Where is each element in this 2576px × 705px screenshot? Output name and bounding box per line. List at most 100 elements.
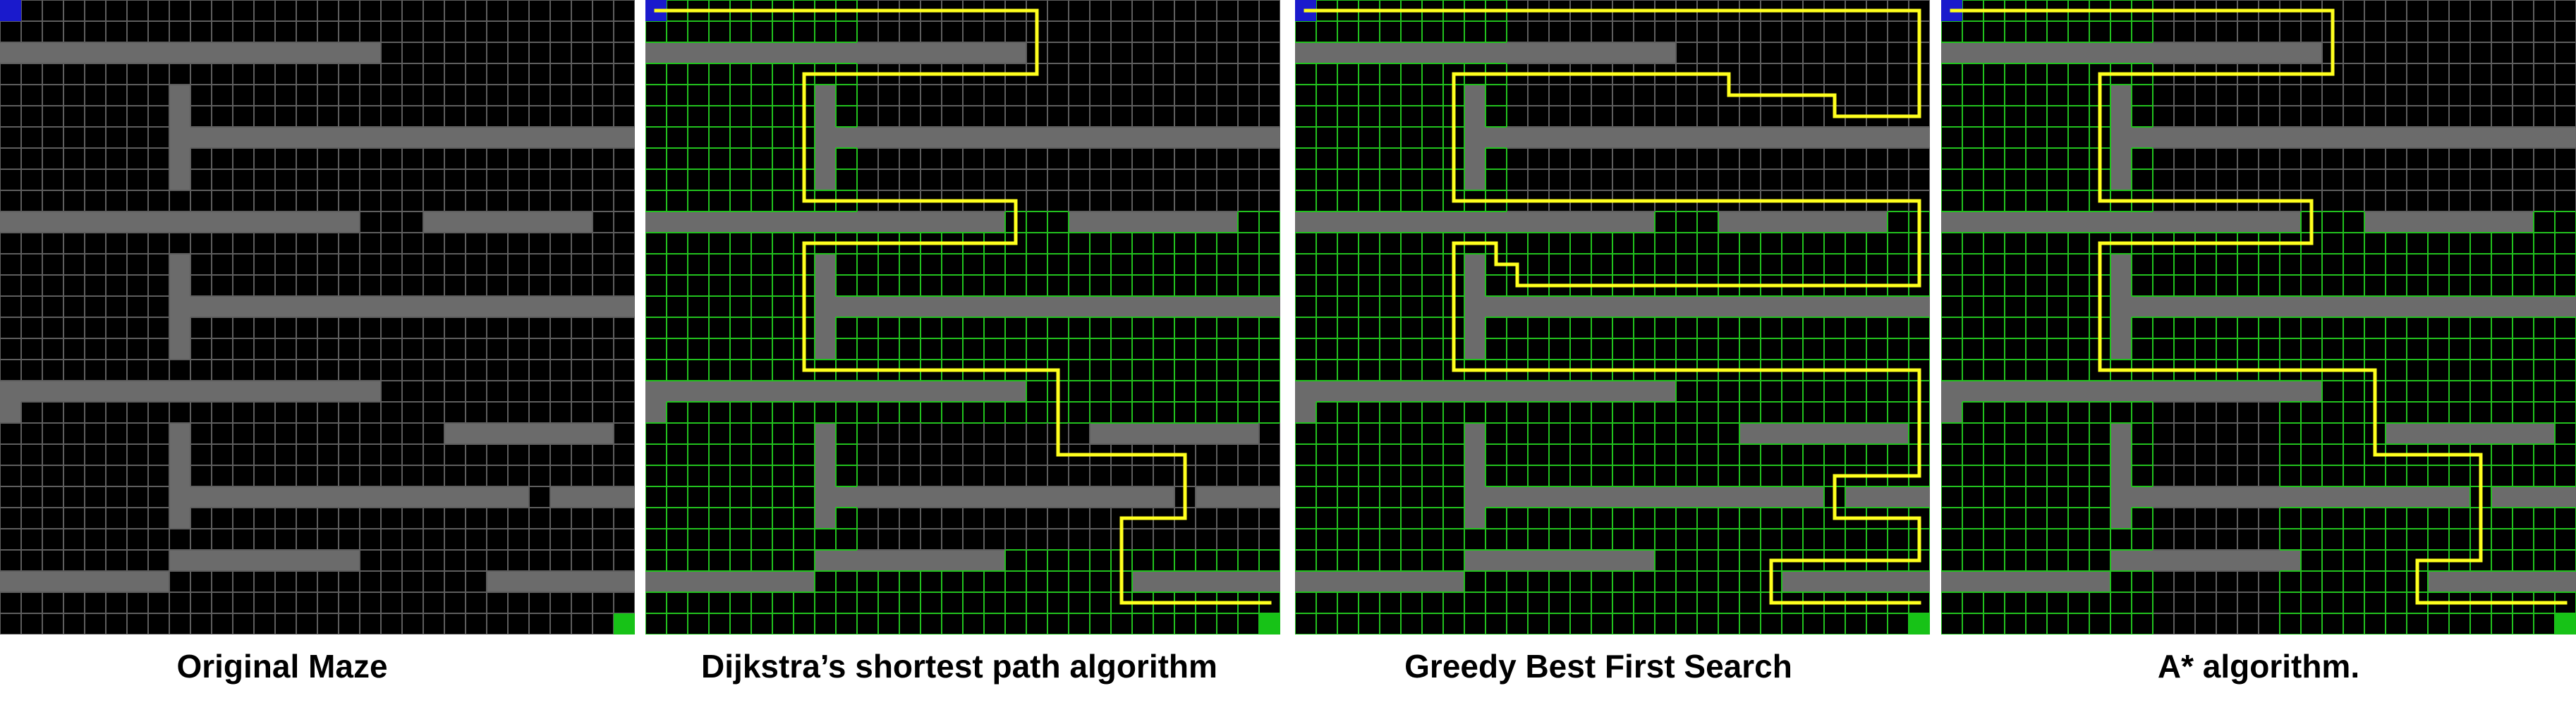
wall-cell [815,212,837,233]
wall-cell [360,486,382,508]
wall-cell [1196,212,1217,233]
wall-cell [921,296,942,318]
wall-cell [815,423,837,445]
wall-cell [899,381,921,403]
wall-cell [1259,571,1280,593]
wall-cell [1676,296,1698,318]
wall-cell [1612,381,1634,403]
wall-cell [1005,42,1027,64]
wall-cell [1047,296,1069,318]
wall-cell [815,317,837,339]
wall-cell [836,296,858,318]
wall-cell [1111,296,1133,318]
wall-cell [1718,486,1740,508]
maze-grid-original [0,0,635,634]
wall-cell [730,571,752,593]
wall-cell [339,42,360,64]
wall-cell [1174,127,1196,149]
wall-cell [1464,317,1486,339]
wall-cell [1612,296,1634,318]
wall-cell [1486,42,1507,64]
wall-cell [1591,550,1613,572]
wall-cell [1909,486,1930,508]
wall-cell [529,423,551,445]
wall-cell [233,127,255,149]
wall-cell [1761,486,1782,508]
wall-cell [1549,42,1571,64]
wall-cell [190,381,212,403]
wall-cell [984,42,1006,64]
wall-cell [1238,423,1260,445]
wall-cell [1549,127,1571,149]
wall-cell [402,296,424,318]
wall-cell [169,148,191,170]
wall-cell [899,42,921,64]
wall-cell [444,212,466,233]
wall-cell [1337,212,1359,233]
wall-cell [942,486,964,508]
wall-cell [836,212,858,233]
wall-cell [360,127,382,149]
wall-cell [1090,296,1112,318]
wall-cell [1739,486,1761,508]
wall-cell [1132,571,1154,593]
wall-cell [1153,486,1175,508]
wall-cell [1634,486,1655,508]
wall-cell [1464,381,1486,403]
wall-cell [254,550,276,572]
wall-cell [169,42,191,64]
wall-cell [688,571,710,593]
wall-cell [1507,486,1529,508]
wall-cell [1824,571,1846,593]
wall-cell [1655,42,1677,64]
maze-grid-dijkstra [645,0,1280,634]
wall-cell [593,423,614,445]
wall-cell [1570,296,1592,318]
wall-cell [1507,550,1529,572]
wall-cell [148,42,170,64]
wall-cell [63,42,85,64]
wall-cell [1047,486,1069,508]
wall-cell [963,550,985,572]
wall-cell [1570,42,1592,64]
wall-cell [1401,212,1423,233]
wall-cell [899,486,921,508]
wall-cell [1528,127,1550,149]
wall-cell [1111,423,1133,445]
wall-cell [1634,550,1655,572]
wall-cell [857,296,879,318]
wall-cell [1359,42,1380,64]
wall-cell [1196,423,1217,445]
wall-cell [815,148,837,170]
wall-cell [1486,486,1507,508]
wall-cell [1380,212,1402,233]
wall-cell [423,212,445,233]
wall-cell [1528,381,1550,403]
wall-cell [815,85,837,106]
wall-cell [1069,127,1090,149]
wall-cell [254,486,276,508]
wall-cell [1761,423,1782,445]
wall-cell [942,550,964,572]
wall-cell [42,381,64,403]
wall-cell [1612,212,1634,233]
wall-cell [275,212,297,233]
wall-cell [772,212,794,233]
wall-cell [296,296,318,318]
wall-cell [148,381,170,403]
wall-cell [127,42,149,64]
wall-cell [857,381,879,403]
wall-cell [190,127,212,149]
grid-lines [645,0,1280,634]
wall-cell [1507,296,1529,318]
wall-cell [571,127,593,149]
wall-cell [444,127,466,149]
wall-cell [275,381,297,403]
wall-cell [1132,296,1154,318]
wall-cell [1069,296,1090,318]
wall-cell [709,42,731,64]
wall-cell [1888,571,1909,593]
wall-cell [815,106,837,128]
wall-cell [296,381,318,403]
grid-lines [0,0,635,634]
